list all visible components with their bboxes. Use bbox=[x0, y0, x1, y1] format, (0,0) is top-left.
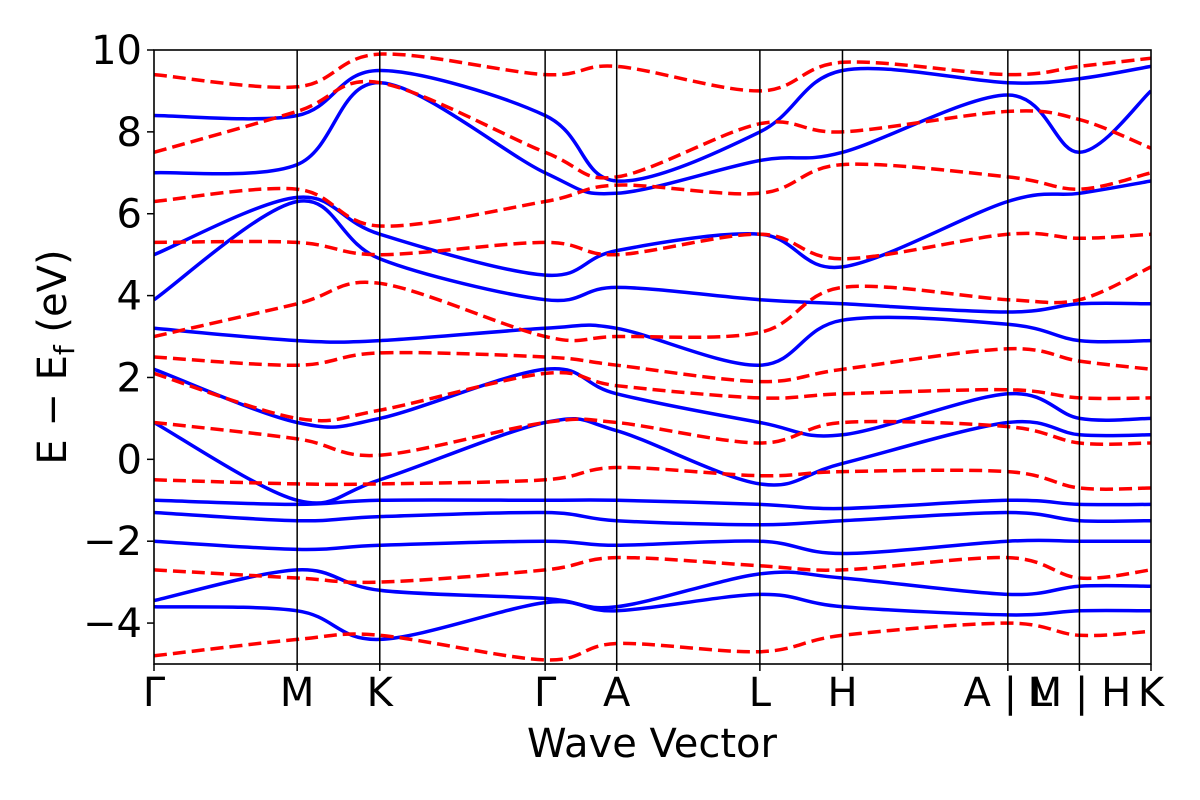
y-tick-label: 0 bbox=[117, 437, 142, 483]
solid-band-1 bbox=[154, 568, 1151, 610]
solid-band-2 bbox=[154, 538, 1151, 556]
x-axis-label: Wave Vector bbox=[527, 721, 778, 767]
y-axis-label-subscript: f bbox=[48, 344, 81, 355]
solid-band-6 bbox=[154, 367, 1151, 438]
dashed-band-8 bbox=[154, 162, 1151, 228]
y-axis-label: E − Ef (eV) bbox=[30, 249, 81, 464]
solid-band-4 bbox=[154, 498, 1151, 511]
solid-band-11 bbox=[154, 64, 1151, 183]
y-tick-label: 6 bbox=[117, 192, 142, 238]
dashed-band-4 bbox=[154, 370, 1151, 423]
solid-band-3 bbox=[154, 510, 1151, 527]
y-axis: −4 −2 0 2 4 6 8 10 bbox=[83, 28, 154, 647]
x-tick-label: A | L bbox=[964, 670, 1053, 716]
x-tick-label: H bbox=[827, 670, 857, 716]
x-tick-label: Γ bbox=[143, 670, 166, 716]
band-lines bbox=[154, 52, 1151, 662]
kpath-vertical-lines bbox=[296, 50, 1081, 664]
solid-band-10 bbox=[154, 80, 1151, 196]
dashed-band-2 bbox=[154, 465, 1151, 491]
y-tick-label: 4 bbox=[117, 274, 142, 320]
y-tick-label: 2 bbox=[117, 355, 142, 401]
x-tick-label: K bbox=[367, 670, 395, 716]
dashed-band-7 bbox=[154, 231, 1151, 261]
solid-band-5 bbox=[154, 416, 1151, 505]
y-axis-label-unit: (eV) bbox=[30, 249, 76, 345]
solid-band-0 bbox=[154, 592, 1151, 642]
dashed-band-1 bbox=[154, 555, 1151, 585]
dashed-band-3 bbox=[154, 417, 1151, 458]
x-tick-label: L bbox=[749, 670, 772, 716]
y-axis-label-main: E − E bbox=[30, 355, 76, 465]
plot-frame bbox=[153, 49, 1152, 665]
dashed-band-5 bbox=[154, 346, 1151, 384]
dashed-band-9 bbox=[154, 79, 1151, 180]
dashed-band-10 bbox=[154, 52, 1151, 93]
solid-band-7 bbox=[154, 315, 1151, 367]
y-tick-label: 8 bbox=[117, 110, 142, 156]
dashed-band-6 bbox=[154, 265, 1151, 343]
y-tick-label: −4 bbox=[83, 601, 142, 647]
x-tick-label: K bbox=[1138, 670, 1166, 716]
solid-band-8 bbox=[154, 199, 1151, 314]
y-tick-label: 10 bbox=[91, 28, 142, 74]
dashed-band-0 bbox=[154, 621, 1151, 662]
x-tick-label: A bbox=[603, 670, 631, 716]
x-tick-label: M bbox=[280, 670, 315, 716]
y-tick-label: −2 bbox=[83, 519, 142, 565]
x-tick-label: M | H bbox=[1028, 670, 1132, 716]
x-tick-label: Γ bbox=[534, 670, 557, 716]
